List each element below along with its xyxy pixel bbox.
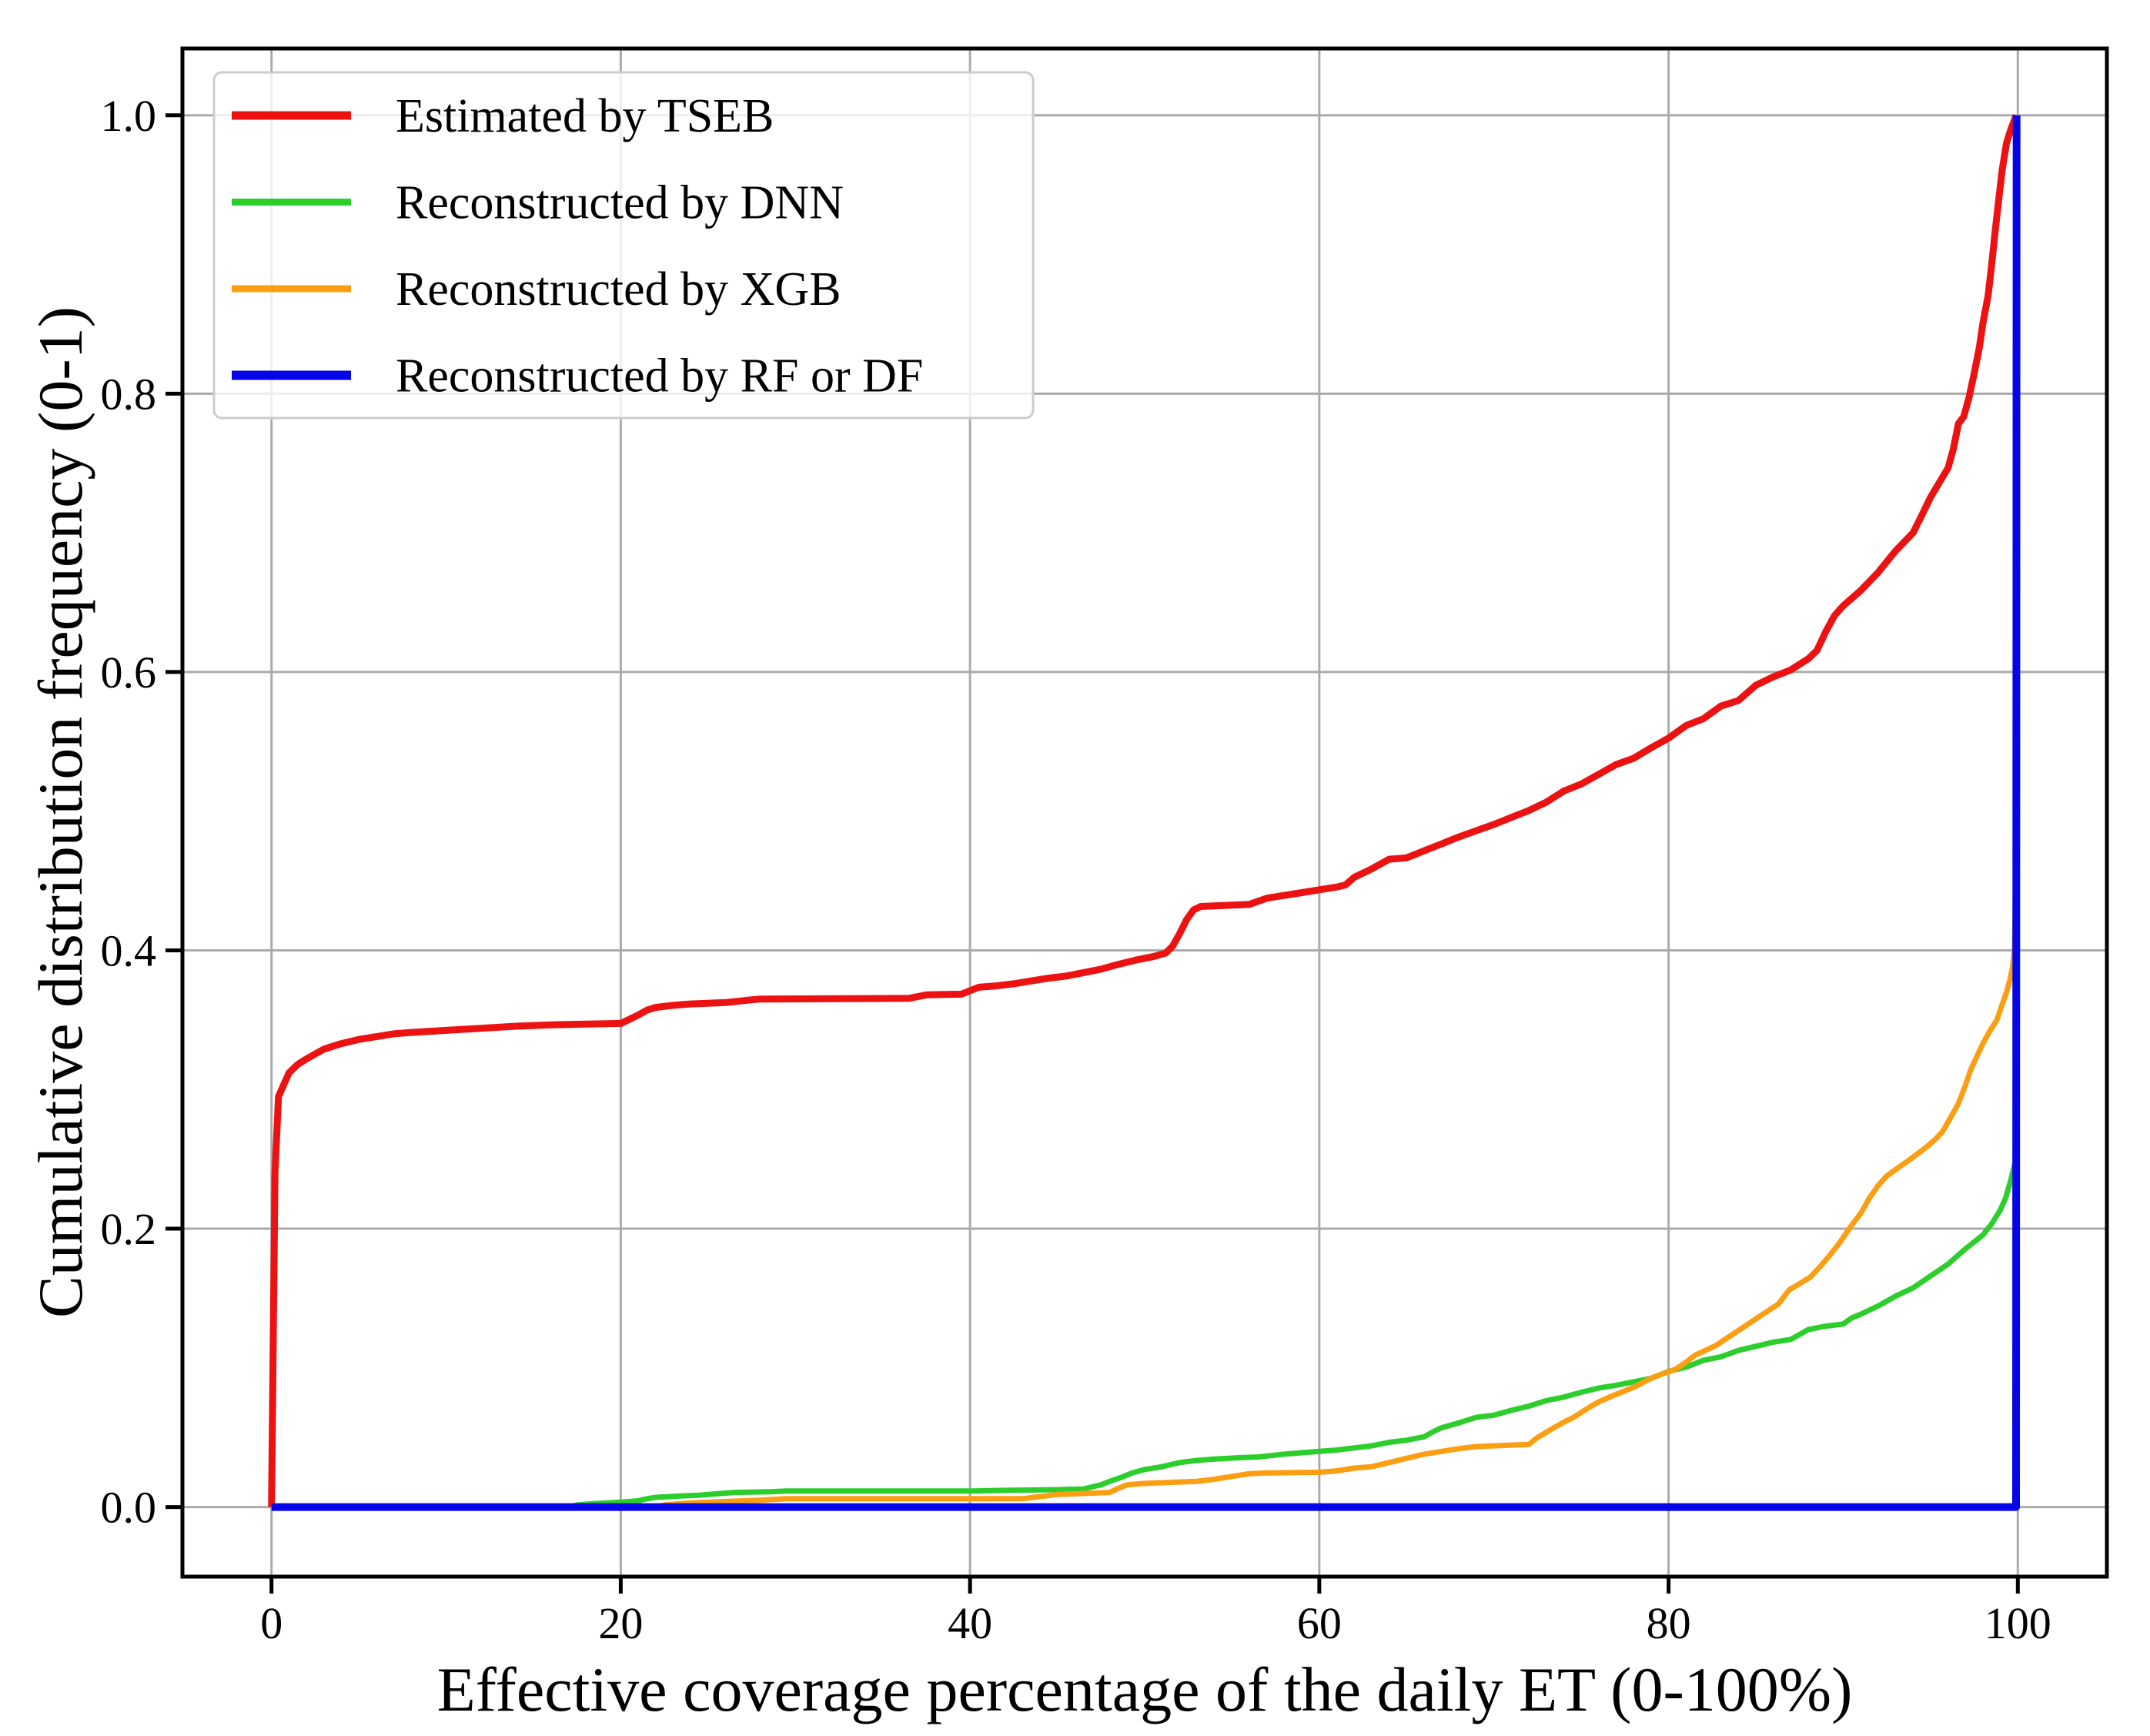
- x-tick-label: 60: [1297, 1598, 1342, 1648]
- series-line-reconstructed-by-dnn: [271, 1154, 2020, 1510]
- legend-item-label: Reconstructed by RF or DF: [396, 350, 923, 403]
- y-tick-label: 0.2: [101, 1204, 157, 1254]
- axis-tick-labels: 0 20 40 60 80 100 0.0 0.2 0.4 0.6 0.8 1.0: [101, 91, 2051, 1648]
- y-tick-label: 0.6: [101, 647, 157, 697]
- y-axis-title: Cumulative distribution frequency (0-1): [25, 306, 95, 1318]
- legend-item: Reconstructed by RF or DF: [232, 350, 923, 403]
- y-tick-label: 0.4: [101, 925, 157, 975]
- series-layer: [268, 114, 2021, 1511]
- plot-border: [180, 46, 2109, 1579]
- series-line-reconstructed-by-xgb: [271, 783, 2019, 1510]
- legend-box: [212, 71, 1035, 420]
- legend-item: Reconstructed by DNN: [232, 177, 844, 229]
- series-line-reconstructed-by-rf-or-df: [271, 115, 2021, 1511]
- y-tick-label: 1.0: [101, 91, 157, 141]
- y-tick-label: 0.8: [101, 369, 157, 419]
- legend-item-label: Reconstructed by DNN: [396, 177, 844, 229]
- series-line-estimated-by-tseb: [268, 114, 2020, 1507]
- y-tick-label: 0.0: [101, 1483, 157, 1533]
- x-axis-title: Effective coverage percentage of the dai…: [437, 1654, 1853, 1724]
- axis-ticks: [166, 113, 2020, 1594]
- legend: Estimated by TSEB Reconstructed by DNN Rec…: [212, 71, 1035, 420]
- x-tick-label: 80: [1647, 1598, 1691, 1648]
- x-tick-label: 40: [948, 1598, 992, 1648]
- x-tick-label: 20: [598, 1598, 643, 1648]
- x-tick-label: 100: [1984, 1598, 2051, 1648]
- x-tick-label: 0: [260, 1598, 283, 1648]
- legend-item-label: Reconstructed by XGB: [396, 263, 841, 316]
- legend-item: Reconstructed by XGB: [232, 263, 841, 316]
- legend-item-label: Estimated by TSEB: [396, 90, 774, 142]
- legend-item: Estimated by TSEB: [232, 90, 774, 142]
